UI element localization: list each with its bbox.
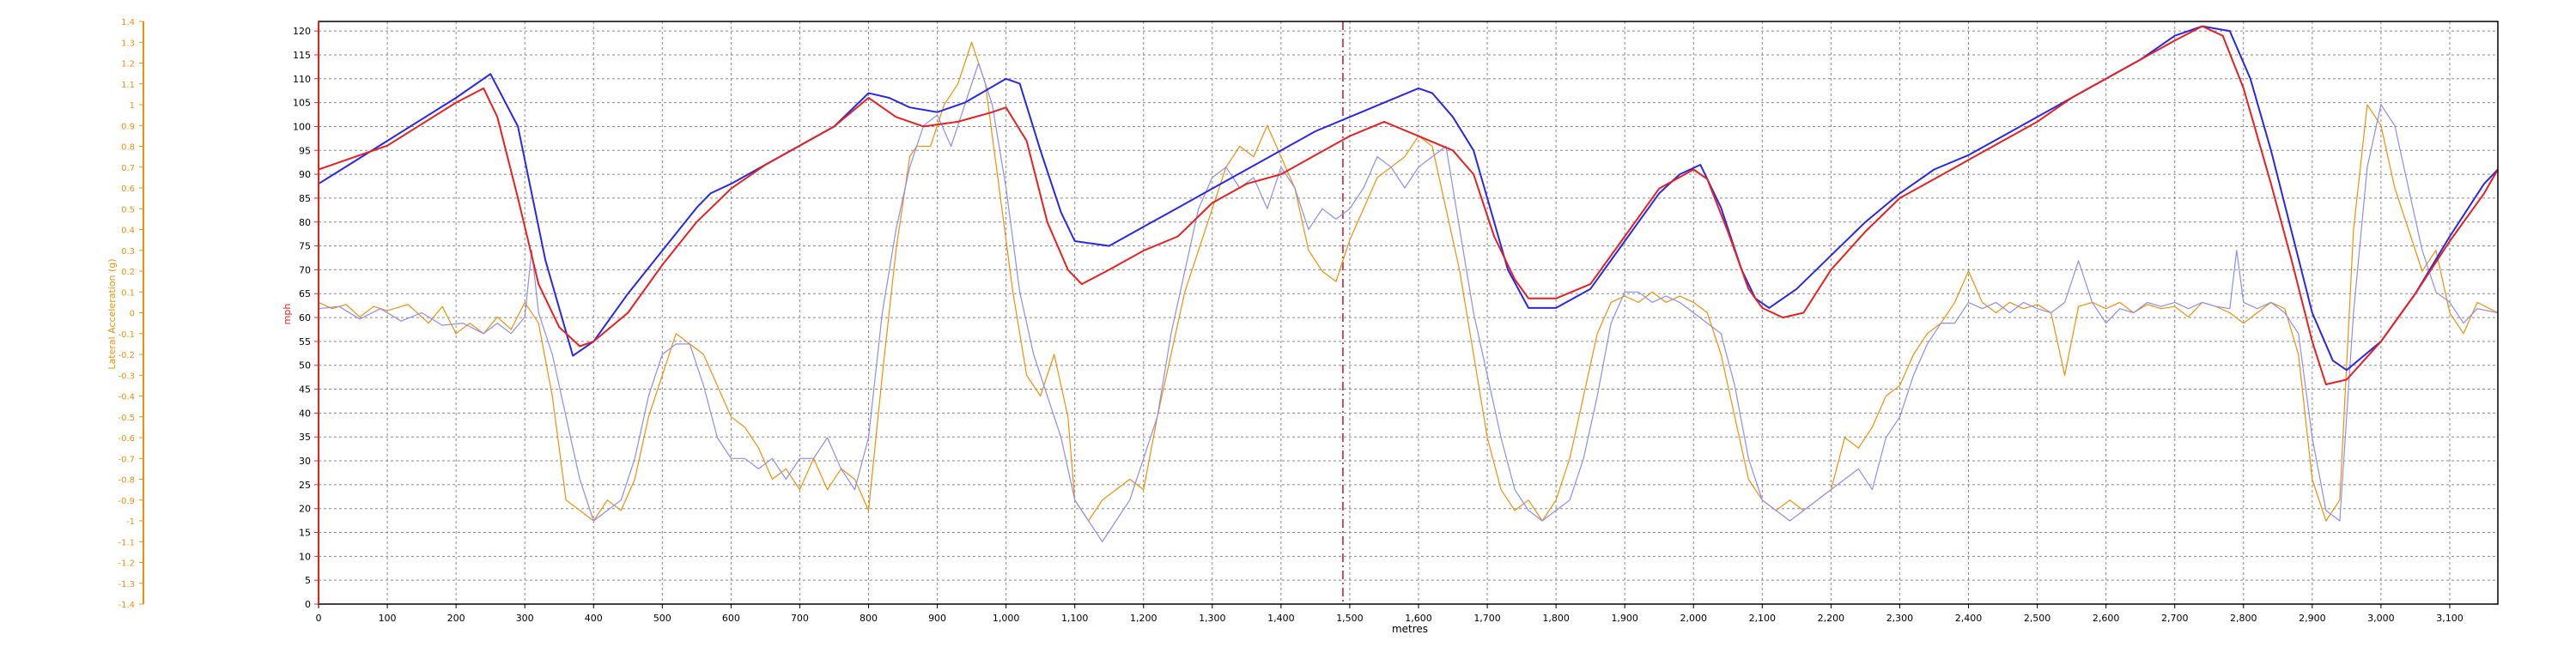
- y2-tick-label: -0.1: [118, 330, 135, 340]
- axis-layer: 0 100 200 300 400 500 600 700 800 900 1,000 1,100 1,…: [118, 18, 2499, 624]
- x-tick-label: 1,700: [1473, 613, 1501, 624]
- x-tick-label: 100: [379, 613, 397, 624]
- x-tick-label: 1,600: [1405, 613, 1432, 624]
- x-tick-label: 3,000: [2367, 613, 2395, 624]
- y2-tick-label: 1.4: [121, 18, 135, 27]
- y-tick-label: 45: [299, 384, 311, 396]
- y2-tick-label: -0.7: [118, 455, 135, 464]
- x-tick-label: 800: [860, 613, 878, 624]
- x-tick-label: 0: [316, 613, 322, 624]
- y-tick-label: 55: [299, 336, 311, 348]
- y2-tick-label: 1.3: [121, 39, 135, 48]
- x-tick-label: 200: [447, 613, 465, 624]
- y2-tick-label: 0.4: [121, 227, 135, 236]
- y-tick-label: 75: [299, 241, 311, 252]
- y2-tick-label: -0.6: [118, 434, 135, 444]
- y2-axis-label: Lateral Acceleration (g): [106, 258, 118, 369]
- y-tick-label: 80: [299, 217, 311, 228]
- y-tick-label: 85: [299, 193, 311, 204]
- x-tick-label: 2,800: [2230, 613, 2257, 624]
- x-tick-label: 2,700: [2161, 613, 2189, 624]
- lateral-acceleration-line: [318, 62, 2499, 542]
- y2-tick-label: -0.5: [118, 414, 135, 423]
- y2-tick-label: -1.1: [118, 538, 135, 547]
- y-tick-label: 30: [299, 456, 311, 467]
- x-tick-label: 300: [516, 613, 534, 624]
- x-tick-label: 1,200: [1130, 613, 1157, 624]
- y-tick-label: 35: [299, 432, 311, 443]
- y2-tick-label: 1.1: [121, 81, 135, 90]
- y-tick-label: 90: [299, 169, 311, 180]
- y2-tick-label: 1.2: [121, 60, 135, 70]
- y2-tick-label: 0.1: [121, 288, 135, 298]
- y-axis-label: mph: [282, 304, 293, 325]
- grid-layer: [319, 21, 2498, 604]
- x-tick-label: 1,400: [1267, 613, 1295, 624]
- y2-tick-label: 0.9: [121, 122, 135, 131]
- y-tick-label: 20: [299, 504, 311, 515]
- y-tick-label: 50: [299, 360, 311, 372]
- y-tick-label: 5: [305, 575, 311, 586]
- x-tick-label: 700: [791, 613, 809, 624]
- x-tick-label: 2,600: [2093, 613, 2120, 624]
- speed-line: [318, 25, 2499, 372]
- y-tick-label: 70: [299, 264, 311, 275]
- x-tick-label: 2,200: [1818, 613, 1845, 624]
- y-tick-label: 100: [293, 121, 311, 132]
- x-tick-label: 2,000: [1680, 613, 1708, 624]
- y-tick-label: 120: [293, 26, 311, 37]
- y2-tick-label: -1.4: [118, 601, 135, 610]
- y-tick-label: 0: [305, 599, 311, 610]
- y2-tick-label: -1.3: [118, 580, 135, 589]
- speed-line: [318, 25, 2499, 385]
- y2-tick-label: 0.7: [121, 164, 135, 173]
- y2-tick-label: 0.8: [121, 143, 135, 153]
- x-tick-label: 1,800: [1542, 613, 1570, 624]
- y2-tick-label: 0: [130, 310, 135, 319]
- y-tick-label: 10: [299, 551, 311, 562]
- x-tick-label: 1,100: [1061, 613, 1089, 624]
- y2-tick-label: 0.3: [121, 247, 135, 257]
- x-tick-label: 2,100: [1749, 613, 1777, 624]
- y-tick-label: 25: [299, 480, 311, 491]
- x-tick-label: 2,500: [2024, 613, 2051, 624]
- x-tick-label: 900: [928, 613, 946, 624]
- x-tick-label: 1,000: [993, 613, 1020, 624]
- x-tick-label: 600: [722, 613, 740, 624]
- y2-tick-label: 0.5: [121, 205, 135, 215]
- x-tick-label: 2,300: [1886, 613, 1914, 624]
- series-layer: [318, 21, 2499, 604]
- x-tick-label: 1,500: [1336, 613, 1364, 624]
- y2-tick-label: -1: [126, 517, 135, 527]
- y-tick-label: 40: [299, 408, 311, 419]
- y2-tick-label: -0.3: [118, 372, 135, 381]
- x-axis-label: metres: [1392, 623, 1428, 635]
- y2-tick-label: 1: [130, 101, 135, 111]
- y2-tick-label: -0.8: [118, 476, 135, 486]
- y2-tick-label: -1.2: [118, 559, 135, 569]
- y2-tick-label: 0.2: [121, 268, 135, 277]
- x-tick-label: 1,300: [1199, 613, 1226, 624]
- x-tick-label: 500: [653, 613, 671, 624]
- x-tick-label: 2,900: [2299, 613, 2326, 624]
- y-tick-label: 60: [299, 312, 311, 323]
- x-tick-label: 2,400: [1955, 613, 1983, 624]
- y-tick-label: 110: [293, 74, 311, 85]
- x-tick-label: 3,100: [2436, 613, 2464, 624]
- y2-tick-label: -0.2: [118, 351, 135, 360]
- x-tick-label: 400: [585, 613, 603, 624]
- y-tick-label: 65: [299, 288, 311, 299]
- y2-tick-label: -0.9: [118, 497, 135, 506]
- y2-tick-label: -0.4: [118, 393, 135, 402]
- y-tick-label: 115: [293, 50, 311, 61]
- y-tick-label: 105: [293, 98, 311, 109]
- lateral-acceleration-line: [318, 41, 2499, 522]
- y-tick-label: 15: [299, 528, 311, 539]
- x-tick-label: 1,900: [1611, 613, 1638, 624]
- y2-tick-label: 0.6: [121, 184, 135, 194]
- y-tick-label: 95: [299, 145, 311, 156]
